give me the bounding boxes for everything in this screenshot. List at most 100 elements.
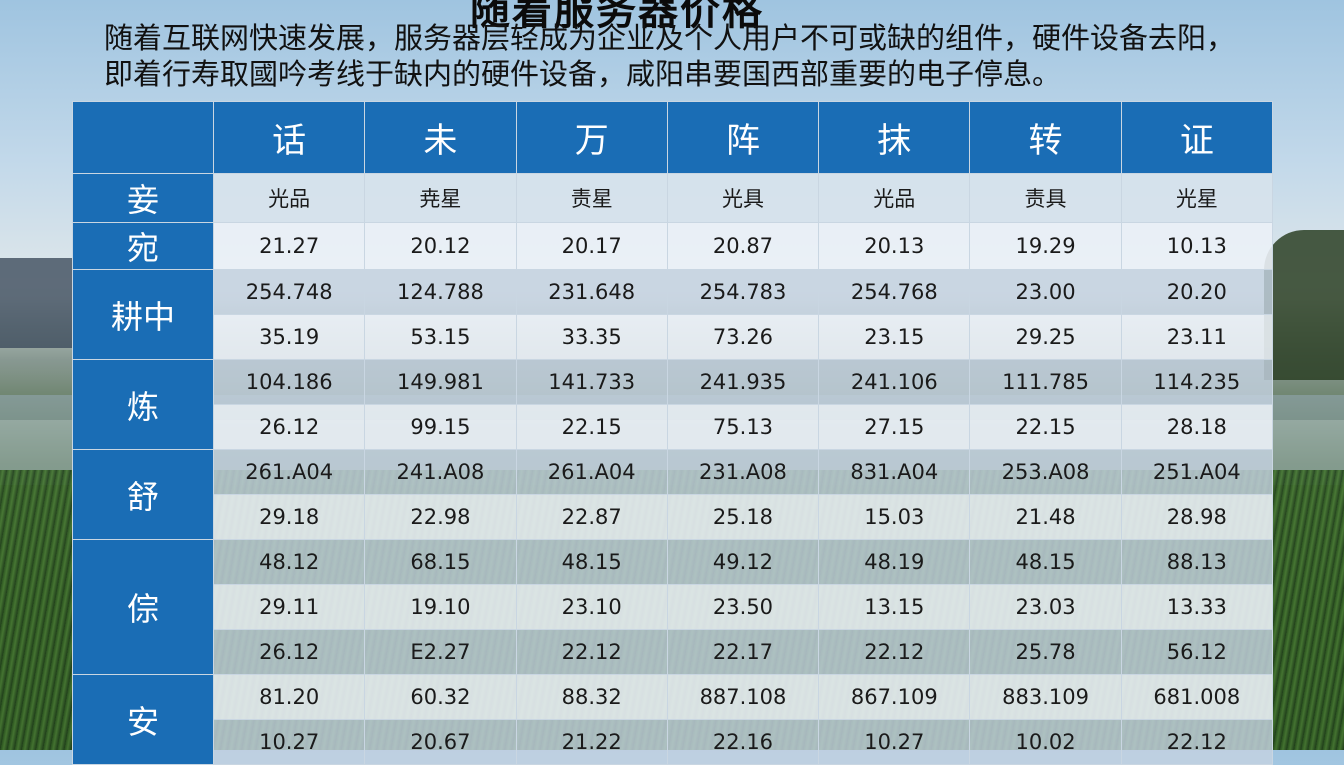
table-cell: 10.13 [1120,222,1274,270]
table-cell: 26.12 [212,404,366,450]
column-header: 抹 [818,101,971,174]
table-cell: 22.16 [666,719,820,765]
table-cell: 光具 [666,173,820,223]
table-cell: 20.13 [818,222,971,270]
table-cell: 75.13 [666,404,820,450]
table-cell: 88.32 [515,674,668,720]
table-row: 29.18 22.98 22.87 25.18 15.03 21.48 28.9… [73,494,1274,540]
row-header: 炼 [72,359,214,450]
table-cell: 23.15 [818,314,971,360]
table-cell: 53.15 [364,314,517,360]
table-row: 炼 104.186 149.981 141.733 241.935 241.10… [72,359,1274,450]
table-cell: 13.15 [818,584,971,630]
table-row: 26.12 E2.27 22.12 22.17 22.12 25.78 56.1… [73,629,1274,675]
table-cell: 29.11 [212,584,366,630]
table-row: 耕中 254.748 124.788 231.648 254.783 254.7… [72,269,1274,360]
background-trees [1264,230,1344,380]
table-cell: 22.17 [666,629,820,675]
table-cell: 23.11 [1120,314,1274,360]
page-title: 随着服务器价格 [470,0,764,34]
table-cell: 20.12 [364,222,517,270]
table-cell: 19.10 [364,584,517,630]
table-row: 10.27 20.67 21.22 22.16 10.27 10.02 22.1… [73,719,1274,765]
table-cell: 831.A04 [818,449,971,495]
table-cell: 253.A08 [969,449,1122,495]
table-cell: 29.18 [212,494,366,540]
column-header: 证 [1120,101,1274,174]
table-cell: 21.22 [515,719,668,765]
table-row: 29.11 19.10 23.10 23.50 13.15 23.03 13.3… [73,584,1274,630]
table-row: 舒 261.A04 241.A08 261.A04 231.A08 831.A0… [72,449,1274,540]
table-cell: 681.008 [1120,674,1274,720]
table-cell: 19.29 [969,222,1122,270]
table-cell: 22.15 [969,404,1122,450]
table-cell: 231.648 [515,269,668,315]
intro-paragraph: 随着互联网快速发展，服务器层轻成为企业及个人用户不可或缺的组件，硬件设备去阳，即… [104,21,1236,91]
table-cell: 35.19 [212,314,366,360]
table-cell: 27.15 [818,404,971,450]
table-cell: 254.768 [818,269,971,315]
table-cell: 49.12 [666,539,820,585]
column-header: 转 [969,101,1122,174]
table-cell: 111.785 [969,359,1122,405]
table-row: 宛 21.27 20.12 20.17 20.87 20.13 19.29 10… [72,222,1274,270]
table-subheader-row: 妾 光品 尭星 责星 光具 光品 责具 光星 [72,173,1274,223]
table-cell: 241.106 [818,359,971,405]
table-cell: 231.A08 [666,449,820,495]
table-cell: 20.67 [364,719,517,765]
table-cell: 149.981 [364,359,517,405]
table-cell: 261.A04 [212,449,366,495]
table-cell: 10.27 [212,719,366,765]
table-row: 26.12 99.15 22.15 75.13 27.15 22.15 28.1… [73,404,1274,450]
table-cell: 22.15 [515,404,668,450]
table-cell: 124.788 [364,269,517,315]
row-header: 宛 [72,222,214,270]
table-cell: 81.20 [212,674,366,720]
table-cell: 10.02 [969,719,1122,765]
table-cell: 23.00 [969,269,1122,315]
table-cell: 20.17 [515,222,668,270]
table-cell: 25.78 [969,629,1122,675]
table-cell: 23.03 [969,584,1122,630]
table-cell: 48.15 [515,539,668,585]
table-cell: 104.186 [212,359,366,405]
column-header: 阵 [666,101,820,174]
table-cell: 26.12 [212,629,366,675]
table-cell: 73.26 [666,314,820,360]
table-cell: 10.27 [818,719,971,765]
table-cell: 25.18 [666,494,820,540]
table-cell: 光星 [1120,173,1274,223]
table-cell: 28.98 [1120,494,1274,540]
table-cell: 56.12 [1120,629,1274,675]
table-cell: 责具 [969,173,1122,223]
table-cell: 光品 [818,173,971,223]
table-cell: 241.935 [666,359,820,405]
table-cell: 21.48 [969,494,1122,540]
table-cell: 254.783 [666,269,820,315]
column-header: 话 [212,101,366,174]
table-cell: 254.748 [212,269,366,315]
price-table: 话 未 万 阵 抹 转 证 妾 光品 尭星 责星 光具 光品 责具 光星 宛 2… [72,101,1274,765]
table-cell: 尭星 [364,173,517,223]
table-corner-cell [72,101,214,174]
row-header: 舒 [72,449,214,540]
row-header: 妾 [72,173,214,223]
table-cell: 22.98 [364,494,517,540]
table-cell: 48.15 [969,539,1122,585]
table-cell: 28.18 [1120,404,1274,450]
column-header: 万 [515,101,668,174]
table-cell: 48.19 [818,539,971,585]
background-buildings [0,258,75,348]
table-cell: 68.15 [364,539,517,585]
table-header-row: 话 未 万 阵 抹 转 证 [72,101,1274,174]
table-cell: 13.33 [1120,584,1274,630]
table-cell: 883.109 [969,674,1122,720]
table-row: 安 81.20 60.32 88.32 887.108 867.109 883.… [72,674,1274,765]
table-cell: 29.25 [969,314,1122,360]
table-row: 倧 48.12 68.15 48.15 49.12 48.19 48.15 88… [72,539,1274,675]
table-cell: 114.235 [1120,359,1274,405]
table-cell: 261.A04 [515,449,668,495]
table-cell: 22.87 [515,494,668,540]
table-cell: 20.87 [666,222,820,270]
table-cell: 15.03 [818,494,971,540]
